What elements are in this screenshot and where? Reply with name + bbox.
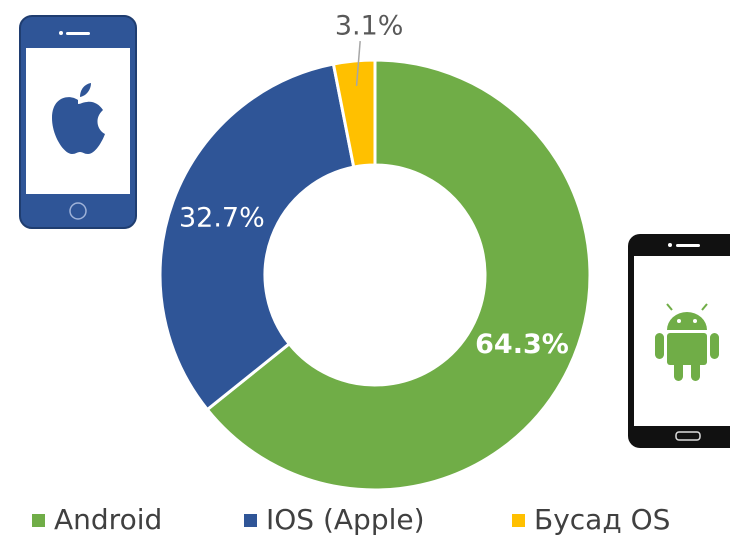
legend-swatch <box>32 514 45 527</box>
legend-label: Бусад OS <box>534 503 670 536</box>
data-label: 32.7% <box>179 203 265 234</box>
iphone-illustration <box>20 16 136 228</box>
legend-swatch <box>244 514 257 527</box>
donut-slice <box>160 64 354 410</box>
chart: 64.3% 32.7% 3.1% Android IOS (Apple) Бусад OS <box>0 0 730 538</box>
android-phone-illustration <box>628 234 730 448</box>
data-label: 64.3% <box>475 329 569 360</box>
legend-label: IOS (Apple) <box>266 503 425 536</box>
legend-swatch <box>512 514 525 527</box>
data-label: 3.1% <box>335 11 404 42</box>
legend-label: Android <box>54 503 162 536</box>
